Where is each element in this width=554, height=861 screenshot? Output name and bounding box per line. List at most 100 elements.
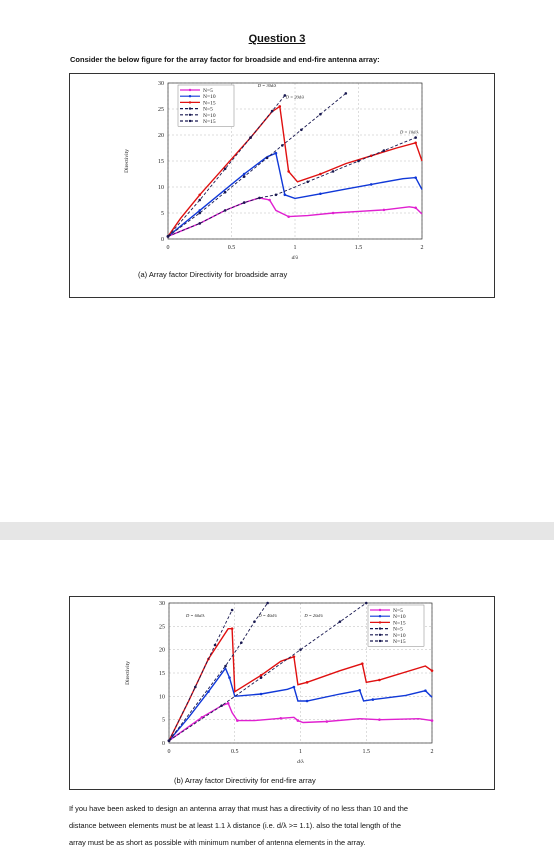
data-point bbox=[198, 193, 202, 197]
legend-label: N=5 bbox=[393, 608, 403, 614]
data-point bbox=[369, 183, 373, 186]
legend-label: N=5 bbox=[203, 88, 213, 94]
data-point bbox=[281, 144, 284, 147]
data-point bbox=[414, 136, 417, 139]
legend-label: N=15 bbox=[393, 639, 406, 645]
data-point bbox=[223, 190, 227, 194]
data-point bbox=[213, 643, 217, 647]
data-point bbox=[361, 662, 364, 665]
theory-annotation: D = 20d/λ bbox=[285, 95, 305, 100]
legend-box bbox=[177, 84, 235, 127]
series-line-dashed-n-15 bbox=[167, 95, 286, 237]
data-point bbox=[236, 719, 239, 722]
data-point bbox=[226, 702, 230, 705]
x-tick-label: 1 bbox=[294, 245, 297, 251]
question-line: array must be as short as possible with … bbox=[69, 838, 366, 847]
data-point bbox=[319, 112, 322, 116]
legend-marker bbox=[378, 639, 382, 643]
legend-label: N=10 bbox=[203, 94, 216, 100]
data-point bbox=[287, 170, 290, 173]
data-point bbox=[242, 175, 246, 178]
data-point bbox=[259, 676, 263, 679]
legend-marker bbox=[378, 627, 382, 630]
x-tick-label: 1.5 bbox=[363, 749, 371, 755]
y-tick-label: 0 bbox=[161, 237, 164, 243]
data-point bbox=[338, 620, 342, 623]
data-point bbox=[259, 674, 263, 677]
data-point bbox=[319, 172, 322, 176]
legend-marker bbox=[378, 621, 382, 624]
y-tick-label: 25 bbox=[159, 624, 165, 630]
theory-annotation: D = 60d/λ bbox=[185, 613, 205, 618]
data-point bbox=[430, 669, 434, 672]
legend-marker bbox=[378, 615, 382, 618]
data-point bbox=[382, 149, 386, 152]
y-tick-label: 10 bbox=[159, 694, 165, 700]
legend-marker bbox=[378, 633, 382, 636]
legend-label: N=15 bbox=[203, 100, 216, 106]
data-point bbox=[198, 209, 202, 212]
data-point bbox=[305, 699, 309, 703]
data-point bbox=[378, 718, 381, 721]
data-point bbox=[223, 167, 227, 171]
series-line-solid-n-10 bbox=[168, 666, 433, 742]
data-point bbox=[224, 664, 227, 668]
legend-label: N=15 bbox=[393, 620, 406, 626]
theory-annotation: D = 20d/λ bbox=[303, 613, 323, 618]
data-point bbox=[414, 141, 417, 145]
data-point bbox=[358, 688, 361, 692]
y-tick-label: 5 bbox=[161, 211, 164, 217]
series-line-dashed-n-5 bbox=[168, 602, 367, 742]
data-point bbox=[357, 159, 360, 163]
legend-marker bbox=[188, 107, 192, 110]
figure-endfire: 0 5 10 15 20 25 30 0 0.5 1 1.5 2 d/λ Directivity D = 6… bbox=[69, 596, 495, 790]
legend-label: N=10 bbox=[203, 113, 216, 119]
data-point bbox=[331, 211, 335, 215]
legend-label: N=5 bbox=[203, 107, 213, 113]
data-point bbox=[268, 198, 271, 202]
y-tick-label: 25 bbox=[158, 107, 164, 113]
series-line-solid-n-10 bbox=[167, 152, 423, 237]
theory-annotation: D = 40d/λ bbox=[257, 613, 277, 618]
x-tick-label: 2 bbox=[421, 245, 424, 251]
legend-label: N=10 bbox=[393, 614, 406, 620]
data-point bbox=[378, 678, 381, 682]
y-axis-label: Directivity bbox=[124, 149, 130, 173]
series-line-dashed-n-15 bbox=[168, 609, 233, 741]
data-point bbox=[331, 170, 335, 173]
theory-annotation: D = 30d/λ bbox=[257, 83, 277, 88]
data-point bbox=[300, 128, 303, 132]
data-point bbox=[369, 154, 373, 158]
data-point bbox=[228, 676, 231, 679]
legend-label: N=10 bbox=[393, 633, 406, 639]
data-point bbox=[414, 176, 417, 179]
data-point bbox=[424, 689, 427, 693]
legend-label: N=15 bbox=[203, 119, 216, 125]
legend-marker bbox=[188, 113, 192, 116]
data-point bbox=[230, 608, 234, 612]
data-point bbox=[292, 685, 296, 689]
data-point bbox=[198, 198, 202, 202]
plot-area-frame bbox=[168, 602, 433, 744]
data-point bbox=[207, 690, 210, 693]
data-point bbox=[278, 105, 282, 108]
y-tick-label: 20 bbox=[158, 133, 164, 139]
x-axis-label: d/λ bbox=[297, 759, 304, 765]
data-point bbox=[166, 235, 170, 238]
x-axis-label: d/λ bbox=[292, 255, 299, 261]
figure-a-caption: (a) Array factor Directivity for broadsi… bbox=[138, 270, 288, 279]
data-point bbox=[414, 206, 417, 210]
y-axis-label: Directivity bbox=[125, 661, 131, 685]
x-tick-label: 2 bbox=[431, 749, 434, 755]
theory-annotation: D = 10d/λ bbox=[399, 129, 419, 134]
y-tick-label: 15 bbox=[159, 671, 165, 677]
y-tick-label: 30 bbox=[158, 81, 164, 87]
data-point bbox=[242, 172, 246, 176]
figure-b-caption: (b) Array factor Directivity for end-fir… bbox=[174, 776, 316, 785]
legend-marker bbox=[188, 88, 192, 92]
question-text: If you have been asked to design an ante… bbox=[69, 800, 499, 851]
data-point bbox=[194, 685, 197, 689]
data-point bbox=[299, 648, 302, 651]
question-line: If you have been asked to design an ante… bbox=[69, 804, 408, 813]
data-point bbox=[305, 681, 309, 684]
